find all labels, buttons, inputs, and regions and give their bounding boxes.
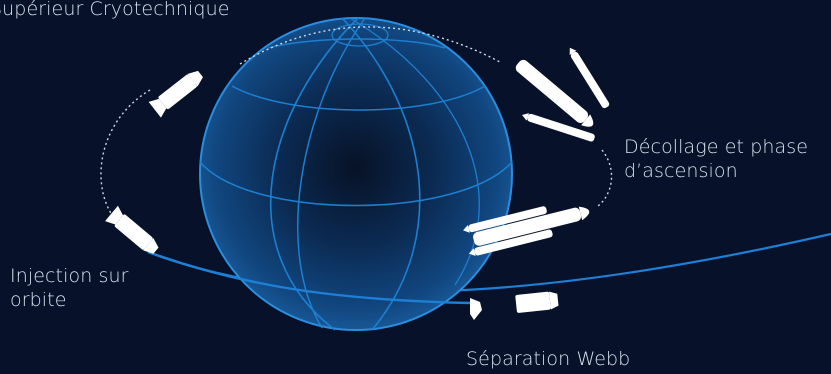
injection-label-line2: orbite (10, 289, 67, 311)
upper-stage-label: Supérieur Cryotechnique (0, 0, 230, 20)
latitude-line (231, 85, 486, 111)
upper-stage-icon (515, 291, 559, 313)
booster-icon (569, 47, 610, 109)
latitude-line (267, 38, 446, 49)
rocket-icon (515, 59, 594, 127)
separation-label: Séparation Webb (466, 348, 631, 370)
orbit-line-front (147, 250, 471, 305)
dotted-trajectory-right (597, 149, 613, 207)
longitude-line (341, 17, 421, 331)
injection-label-line1: Injection sur (10, 265, 129, 287)
longitude-line (349, 17, 480, 286)
launch-label-line2: d’ascension (624, 160, 738, 182)
launch-label-line1: Décollage et phase (624, 136, 809, 158)
globe-icon (199, 17, 513, 331)
rocket-icon (463, 206, 590, 257)
longitude-line (269, 17, 359, 331)
injection-stage-icon (105, 205, 159, 254)
injection-label: Injection sur orbite (10, 264, 129, 312)
upper-stage-icon (148, 70, 203, 118)
latitude-line (199, 161, 513, 207)
globe-sphere (199, 17, 513, 331)
longitude-line (297, 17, 366, 329)
dotted-trajectory-left (100, 89, 151, 216)
launch-label: Décollage et phase d’ascension (624, 135, 808, 183)
booster-icon (522, 113, 595, 142)
dotted-trajectory-top (239, 26, 501, 65)
webb-telescope-icon (470, 298, 482, 320)
